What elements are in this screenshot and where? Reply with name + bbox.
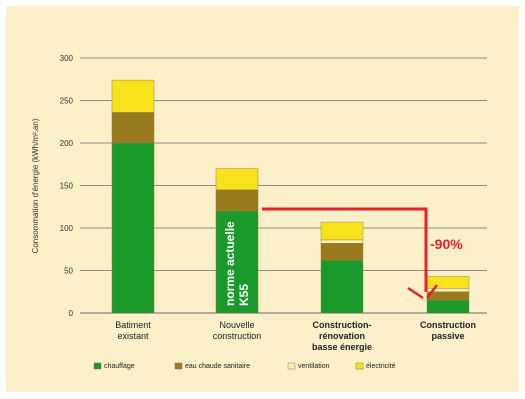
category-label-2-line-2: basse énergie — [312, 342, 372, 352]
bar-segment-eau-chaude-sanitaire-1 — [215, 189, 259, 212]
bar-segment--lectricit--3 — [426, 276, 470, 289]
bar-annotation-line-0: norme actuelle — [223, 221, 237, 306]
category-label-3-line-1: passive — [431, 331, 464, 341]
legend-label-eau-chaude-sanitaire: eau chaude sanitaire — [185, 363, 250, 370]
y-tick-label-300: 300 — [60, 54, 74, 63]
category-label-1-line-0: Nouvelle — [219, 320, 254, 330]
y-axis-label: Consommation d'énergie (kWh/m².an) — [31, 118, 40, 253]
bar-segment-chauffage-3 — [426, 300, 470, 314]
legend-swatch-eau-chaude-sanitaire — [174, 362, 183, 370]
legend-swatch-ventilation — [287, 362, 296, 370]
y-tick-label-200: 200 — [60, 139, 74, 148]
bar-segment-chauffage-0 — [111, 142, 155, 314]
legend-label-ventilation: ventilation — [298, 363, 330, 370]
reduction-arrow-head-right — [426, 284, 438, 299]
category-label-0-line-0: Batiment — [115, 320, 151, 330]
chart-panel — [6, 6, 519, 392]
category-label-3-line-0: Construction — [420, 320, 476, 330]
category-label-1-line-1: construction — [213, 331, 262, 341]
legend-label--lectricit-: électricité — [366, 363, 396, 370]
y-tick-label-250: 250 — [60, 97, 74, 106]
bar-segment-eau-chaude-sanitaire-0 — [111, 112, 155, 144]
bar-segment-ventilation-2 — [320, 239, 364, 244]
bar-segment-eau-chaude-sanitaire-3 — [426, 291, 470, 301]
bar-segment-chauffage-2 — [320, 260, 364, 314]
bar-segment--lectricit--2 — [320, 221, 364, 241]
category-label-0-line-1: existant — [117, 331, 149, 341]
bar-segment-eau-chaude-sanitaire-2 — [320, 243, 364, 261]
y-tick-label-150: 150 — [60, 182, 74, 191]
category-label-2-line-0: Construction- — [313, 320, 372, 330]
y-tick-label-100: 100 — [60, 224, 74, 233]
legend-swatch-chauffage — [93, 362, 102, 370]
bar-annotation-line-1: K55 — [237, 284, 251, 306]
y-tick-label-50: 50 — [64, 267, 73, 276]
category-label-2-line-1: rénovation — [319, 331, 365, 341]
bar-segment--lectricit--0 — [111, 79, 155, 113]
reduction-arrow-head-left — [407, 286, 424, 300]
bar-segment--lectricit--1 — [215, 168, 259, 190]
legend-label-chauffage: chauffage — [104, 363, 135, 370]
y-tick-label-0: 0 — [69, 309, 74, 318]
legend-swatch--lectricit- — [355, 362, 364, 370]
reduction-percentage-label: -90% — [430, 236, 463, 252]
